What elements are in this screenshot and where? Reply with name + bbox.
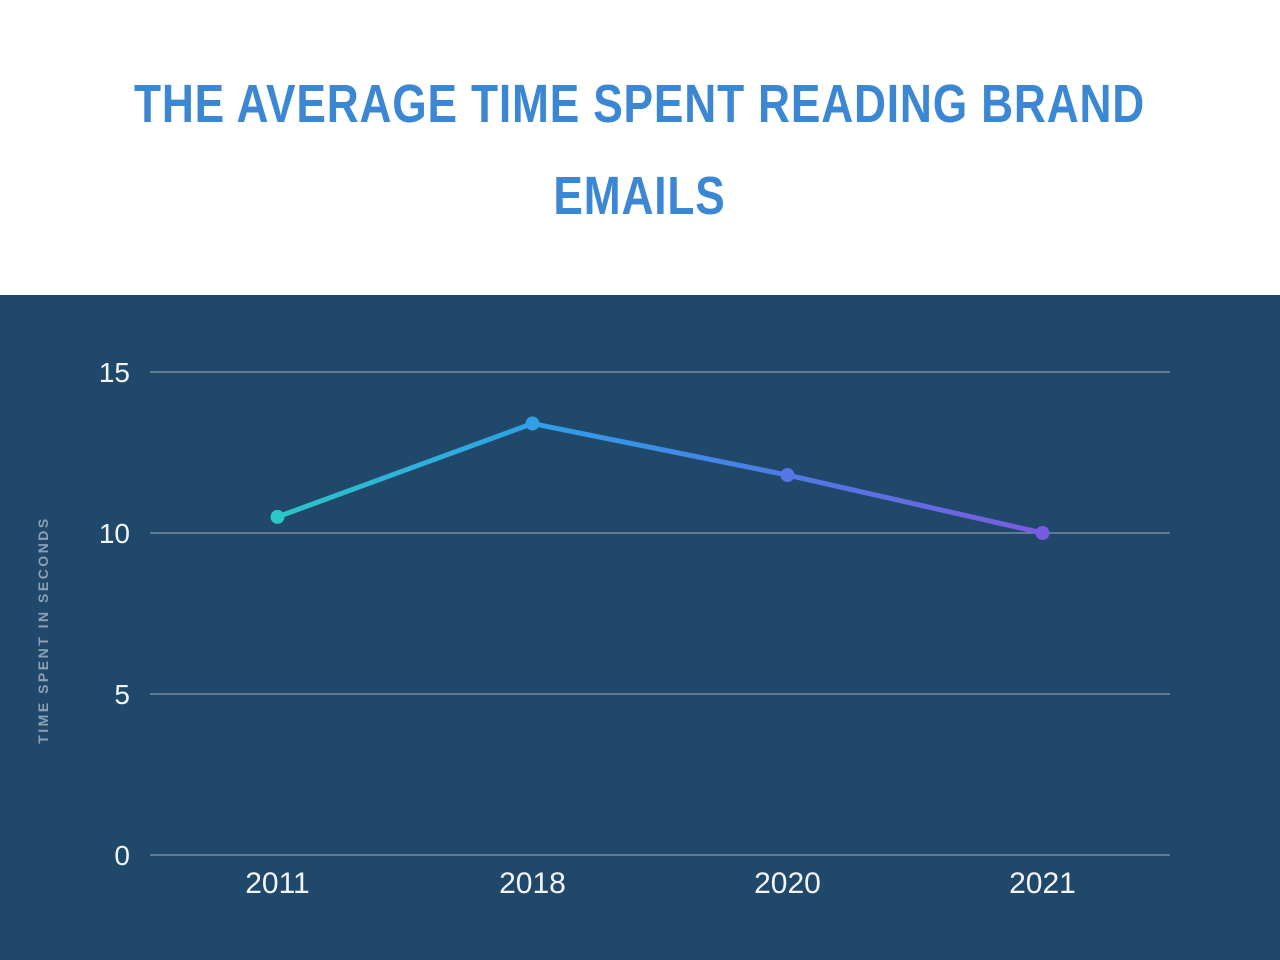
y-tick-label: 0: [114, 840, 130, 871]
data-point-2018: [525, 416, 540, 431]
y-tick-label: 15: [99, 357, 130, 388]
chart-header: THE AVERAGE TIME SPENT READING BRAND EMA…: [0, 0, 1280, 295]
data-point-2011: [270, 509, 285, 524]
data-point-2020: [780, 468, 795, 483]
y-tick-label: 10: [99, 518, 130, 549]
y-axis-title: TIME SPENT IN SECONDS: [35, 516, 51, 744]
chart-title-line-2: EMAILS: [553, 166, 727, 226]
x-tick-label: 2011: [245, 867, 310, 900]
data-point-2021: [1035, 526, 1050, 540]
x-tick-label: 2020: [754, 867, 821, 900]
chart-title: THE AVERAGE TIME SPENT READING BRAND EMA…: [134, 58, 1145, 242]
x-tick-label: 2021: [1009, 867, 1076, 900]
chart-area: 0 5 10 15 2011 2018 2020 2021 TIME SPENT IN SECO…: [0, 295, 1280, 960]
chart-title-line-1: THE AVERAGE TIME SPENT READING BRAND: [134, 74, 1146, 134]
y-tick-label: 5: [114, 679, 130, 710]
data-line: [275, 421, 1045, 536]
x-tick-label: 2018: [499, 867, 566, 900]
line-chart: 0 5 10 15 2011 2018 2020 2021 TIME SPENT IN SECO…: [35, 357, 1170, 900]
